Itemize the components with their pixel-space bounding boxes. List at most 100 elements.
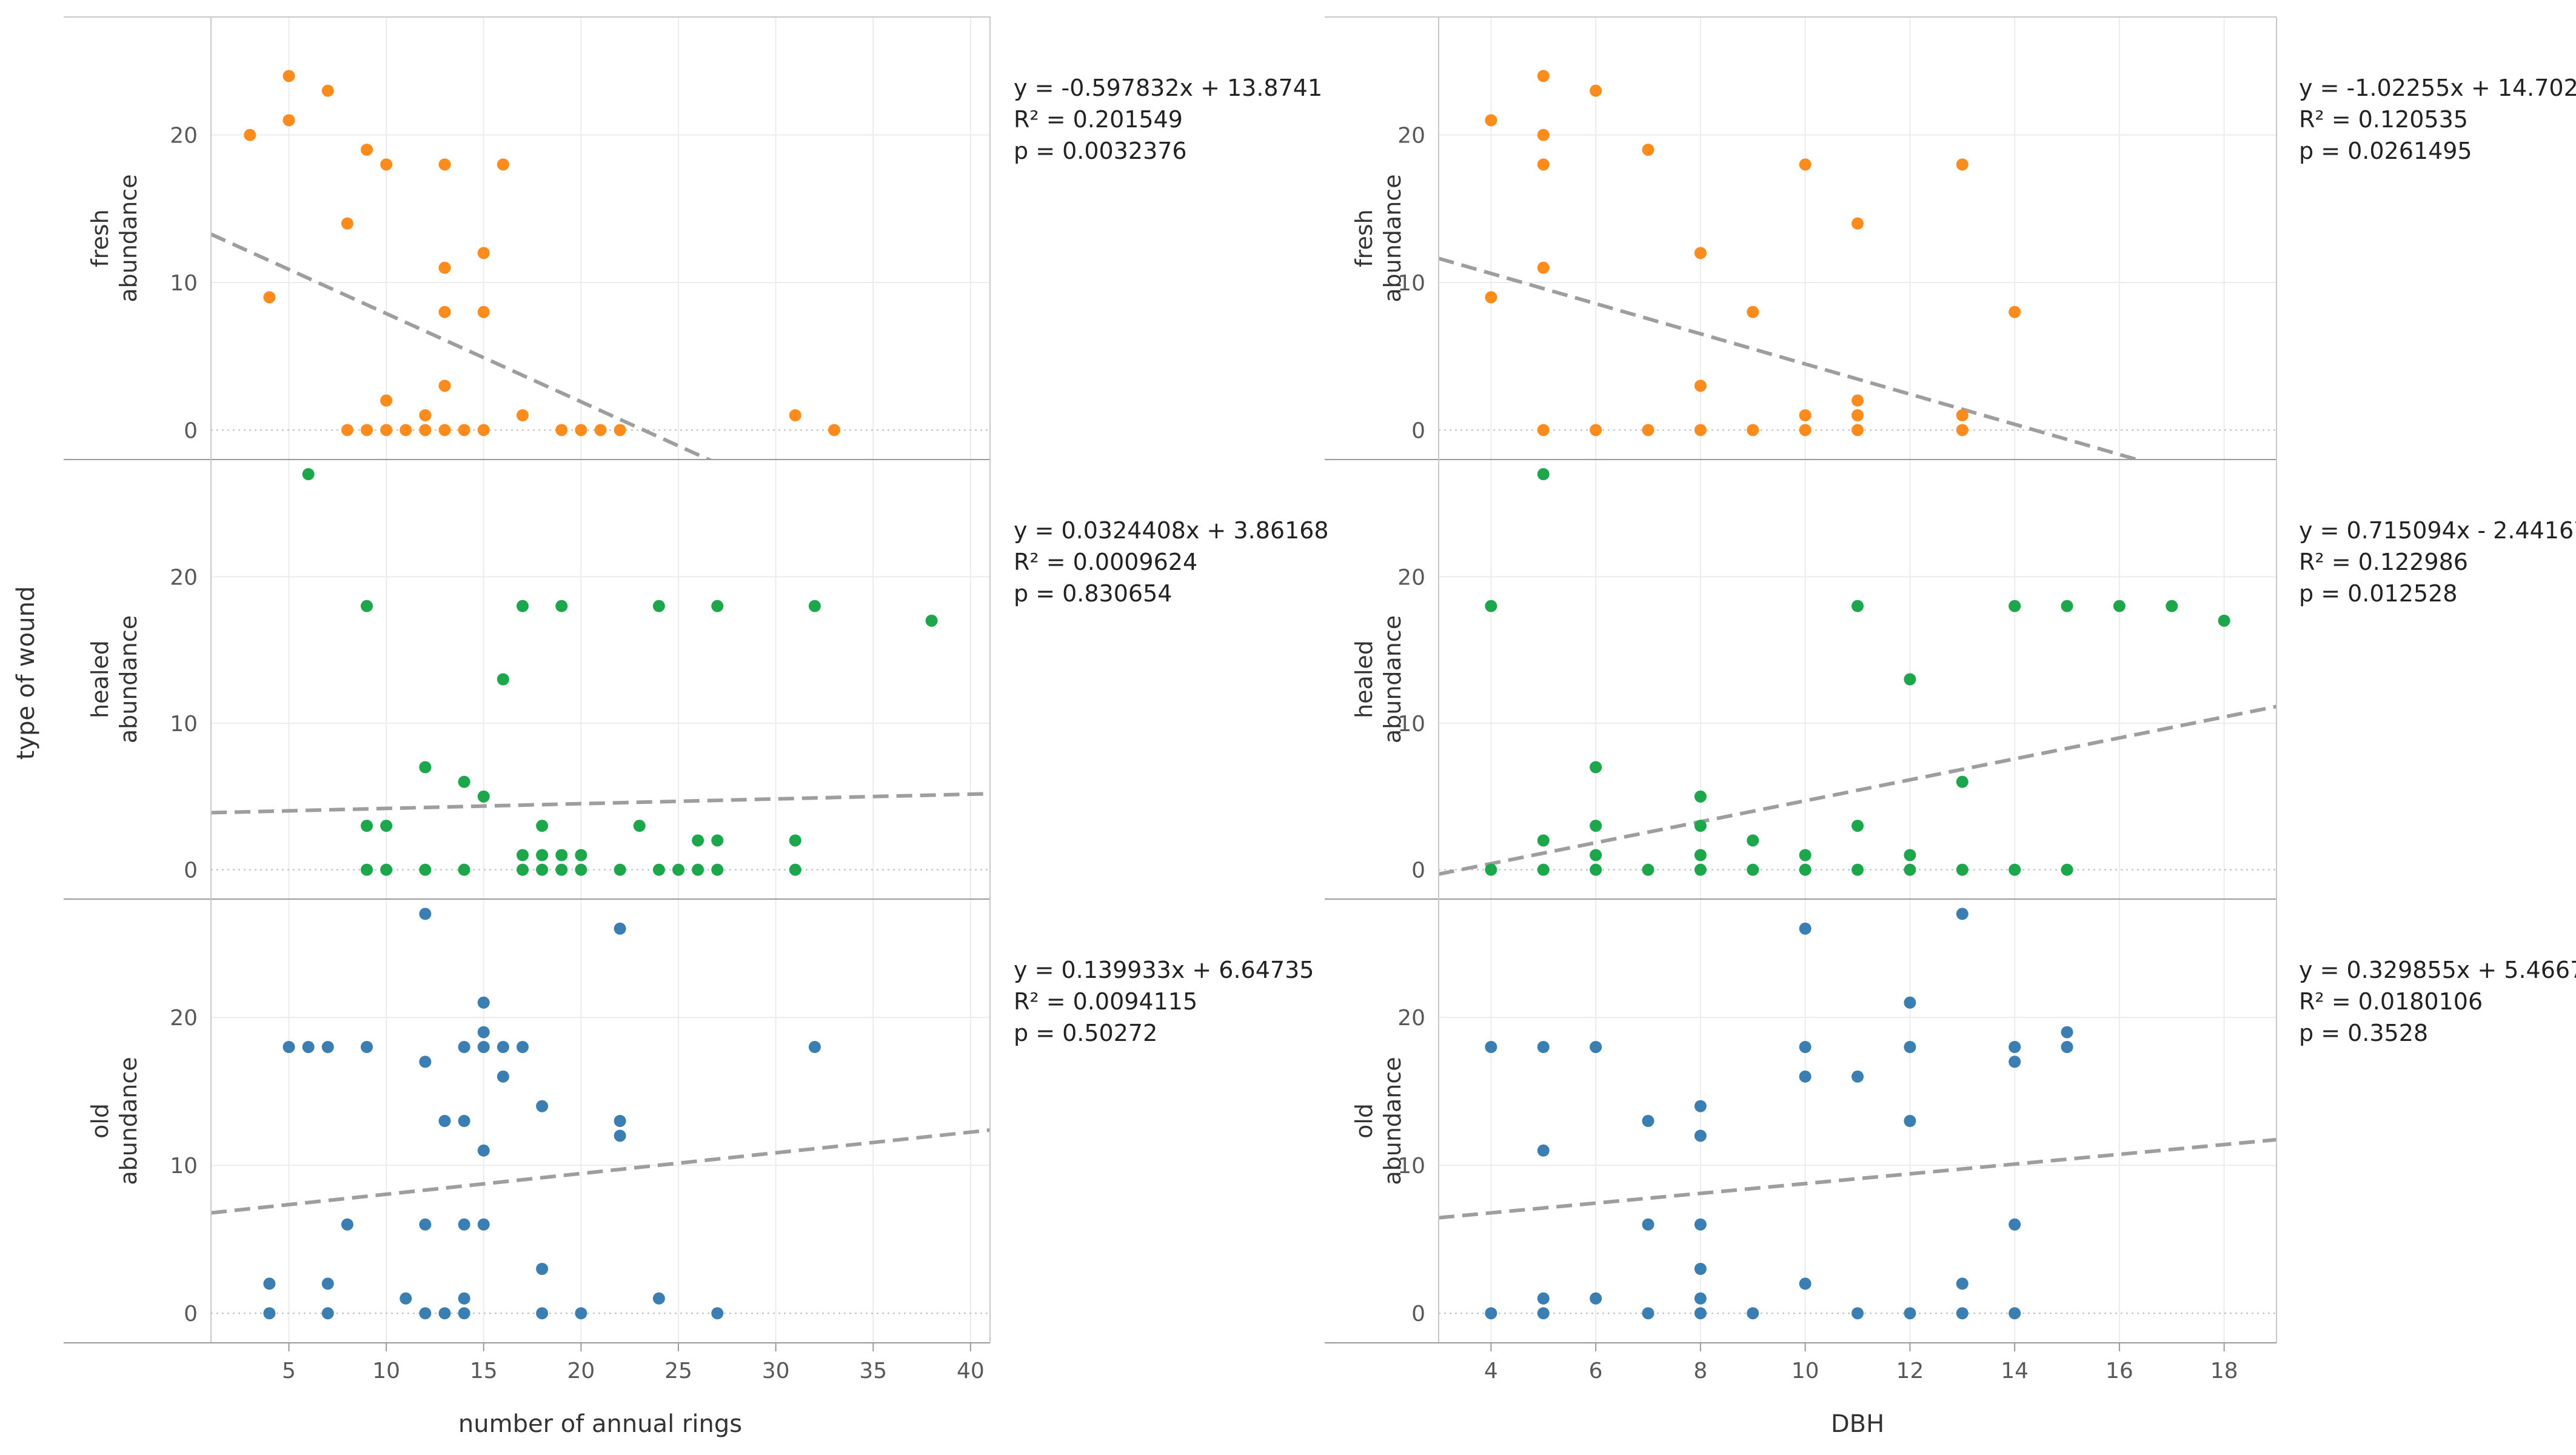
data-point	[1956, 908, 1969, 920]
x-tick-label: 14	[2001, 1359, 2029, 1383]
data-point	[517, 863, 529, 876]
x-tick-label: 4	[1484, 1359, 1498, 1383]
data-point	[614, 863, 626, 876]
row-axis-label: abundance	[1379, 174, 1406, 302]
data-point	[1590, 761, 1602, 774]
data-point	[400, 424, 412, 436]
data-point	[536, 1307, 549, 1320]
row-label-old: old	[1351, 1103, 1377, 1139]
row-label-old: old	[87, 1103, 113, 1139]
data-point	[1694, 1100, 1707, 1112]
data-point	[497, 1041, 509, 1053]
data-point	[1590, 863, 1602, 876]
data-point	[1852, 394, 1864, 407]
data-point	[321, 1041, 334, 1053]
data-point	[711, 1307, 724, 1320]
data-point	[1904, 863, 1916, 876]
data-point	[594, 424, 607, 436]
data-point	[361, 1041, 373, 1053]
data-point	[517, 409, 529, 421]
y-tick-label: 10	[1397, 712, 1425, 737]
data-point	[828, 424, 840, 436]
data-point	[419, 1307, 432, 1320]
x-tick-label: 10	[372, 1359, 400, 1383]
data-point	[1852, 863, 1864, 876]
data-point	[1485, 114, 1497, 127]
data-point	[652, 600, 665, 612]
r-squared: R² = 0.201549	[1014, 106, 1183, 133]
r-squared: R² = 0.122986	[2299, 549, 2468, 575]
data-point	[477, 1041, 490, 1053]
data-point	[2061, 1041, 2073, 1053]
data-point	[1747, 1307, 1759, 1320]
data-point	[380, 158, 393, 171]
data-point	[419, 409, 432, 421]
data-point	[789, 863, 801, 876]
data-point	[1694, 1292, 1707, 1305]
data-point	[1799, 1070, 1812, 1083]
regression-equation: y = 0.715094x - 2.44167	[2299, 517, 2576, 544]
data-point	[517, 849, 529, 861]
data-point	[536, 863, 549, 876]
data-point	[1537, 1307, 1550, 1320]
data-point	[283, 114, 295, 127]
data-point	[1485, 1041, 1497, 1053]
data-point	[692, 863, 704, 876]
data-point	[244, 129, 256, 141]
data-point	[380, 863, 393, 876]
y-tick-label: 20	[1397, 124, 1425, 149]
x-tick-label: 16	[2106, 1359, 2133, 1383]
data-point	[536, 849, 549, 861]
data-point	[808, 600, 821, 612]
data-point	[1904, 849, 1916, 861]
x-tick-label: 15	[470, 1359, 498, 1383]
row-axis-label: abundance	[1379, 615, 1406, 743]
y-tick-label: 0	[1411, 418, 1425, 443]
data-point	[517, 1041, 529, 1053]
data-point	[419, 761, 432, 774]
data-point	[711, 600, 724, 612]
data-point	[419, 863, 432, 876]
data-point	[925, 614, 938, 627]
regression-equation: y = 0.329855x + 5.46679	[2299, 957, 2576, 983]
data-point	[438, 1115, 451, 1127]
data-point	[1485, 863, 1497, 876]
x-tick-label: 20	[567, 1359, 595, 1383]
data-point	[477, 424, 490, 436]
data-point	[1852, 217, 1864, 230]
data-point	[419, 908, 432, 920]
data-point	[1485, 600, 1497, 612]
data-point	[614, 424, 626, 436]
data-point	[2009, 1307, 2021, 1320]
data-point	[575, 424, 587, 436]
data-point	[361, 600, 373, 612]
x-axis-title: DBH	[1831, 1410, 1884, 1438]
data-point	[536, 820, 549, 832]
data-point	[1537, 261, 1550, 274]
y-axis-title: type of wound	[12, 586, 40, 760]
data-point	[2218, 614, 2230, 627]
y-tick-label: 20	[1397, 1006, 1425, 1031]
data-point	[263, 1277, 276, 1290]
r-squared: R² = 0.120535	[2299, 106, 2468, 133]
data-point	[1956, 158, 1969, 171]
x-tick-label: 5	[282, 1359, 296, 1383]
x-tick-label: 10	[1791, 1359, 1819, 1383]
x-tick-label: 6	[1589, 1359, 1603, 1383]
y-tick-label: 0	[184, 418, 198, 443]
data-point	[341, 1218, 353, 1231]
data-point	[419, 1055, 432, 1068]
data-point	[1642, 1115, 1654, 1127]
data-point	[1694, 1263, 1707, 1275]
data-point	[1590, 1041, 1602, 1053]
data-point	[263, 291, 276, 304]
data-point	[1799, 158, 1812, 171]
data-point	[555, 600, 568, 612]
data-point	[1537, 129, 1550, 141]
data-point	[477, 996, 490, 1009]
data-point	[1694, 1129, 1707, 1142]
y-tick-label: 10	[170, 271, 198, 296]
data-point	[1537, 158, 1550, 171]
data-point	[1694, 849, 1707, 861]
